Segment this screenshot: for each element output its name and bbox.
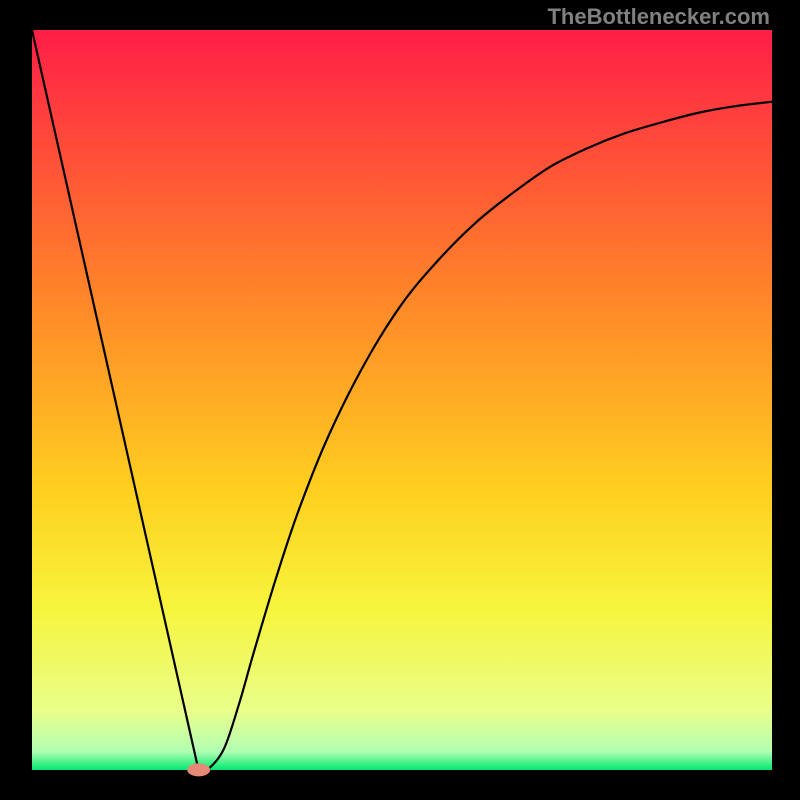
plot-area [32,30,772,770]
chart-container: TheBottlenecker.com [0,0,800,800]
ascending-curve [199,102,773,770]
minimum-marker [187,763,211,776]
descending-line [32,30,199,770]
curve-svg [32,30,772,770]
watermark-text: TheBottlenecker.com [547,4,770,30]
